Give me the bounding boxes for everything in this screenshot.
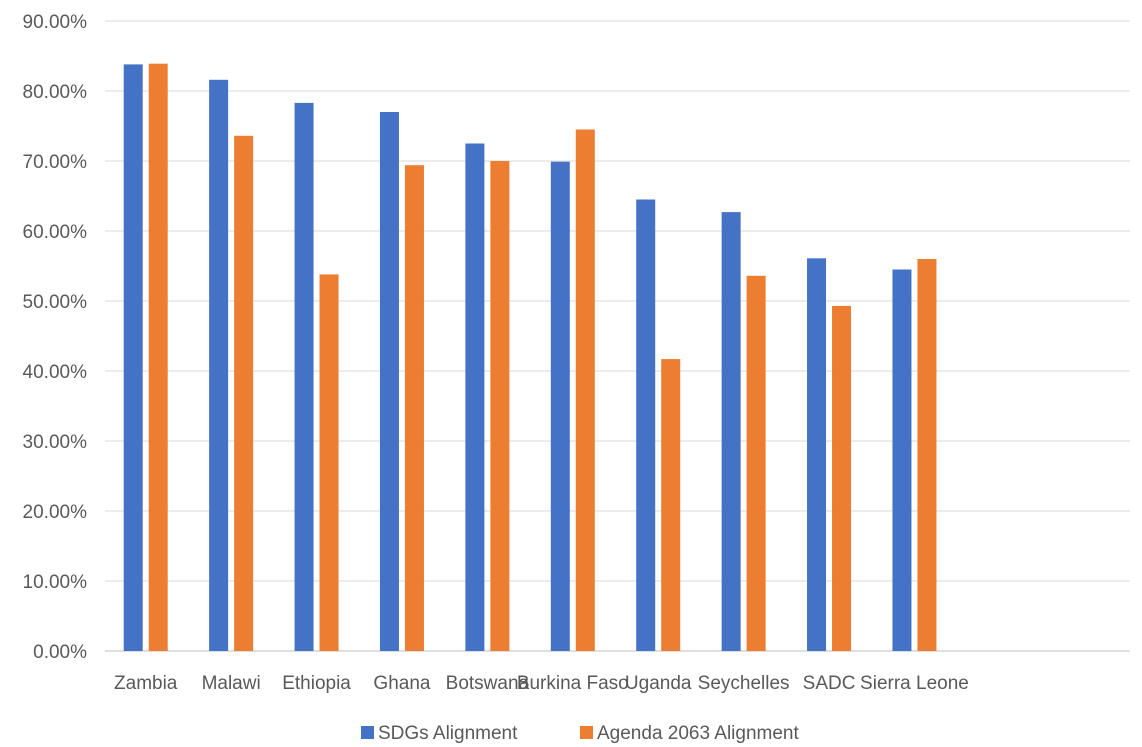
x-category-label: Ethiopia bbox=[282, 673, 351, 694]
bar-sdgs-1 bbox=[209, 79, 229, 652]
bar-sdgs-3 bbox=[379, 112, 399, 651]
y-tick-label: 70.00% bbox=[23, 152, 88, 173]
x-category-label: Ghana bbox=[373, 673, 430, 694]
bar-agenda-2063-6 bbox=[661, 359, 681, 651]
bar-agenda-2063-4 bbox=[490, 161, 510, 651]
legend: SDGs Alignment Agenda 2063 Alignment bbox=[361, 723, 799, 744]
bar-agenda-2063-3 bbox=[404, 165, 424, 651]
x-category-label: Burkina Faso bbox=[517, 673, 629, 694]
bar-agenda-2063-2 bbox=[319, 274, 339, 651]
bar-agenda-2063-0 bbox=[148, 63, 168, 651]
x-category-label: Uganda bbox=[625, 673, 692, 694]
legend-label: SDGs Alignment bbox=[378, 723, 518, 744]
y-tick-label: 0.00% bbox=[33, 642, 87, 663]
y-tick-label: 60.00% bbox=[23, 222, 88, 243]
y-tick-label: 40.00% bbox=[23, 362, 88, 383]
y-tick-label: 10.00% bbox=[23, 572, 88, 593]
gridlines bbox=[105, 20, 1130, 652]
bar-agenda-2063-5 bbox=[575, 129, 595, 651]
x-category-label: Malawi bbox=[202, 673, 261, 694]
y-tick-label: 80.00% bbox=[23, 82, 88, 103]
legend-label: Agenda 2063 Alignment bbox=[597, 723, 799, 744]
x-axis-category-labels: Zambia Malawi Ethiopia Ghana BotswanaBurkina… bbox=[114, 673, 969, 694]
bar-sdgs-0 bbox=[123, 64, 143, 651]
bar-sdgs-7 bbox=[721, 212, 741, 651]
bars bbox=[123, 63, 937, 652]
x-category-label: SADC bbox=[803, 673, 856, 694]
legend-swatch bbox=[580, 726, 593, 739]
x-category-label: Zambia bbox=[114, 673, 178, 694]
x-category-label: Sierra Leone bbox=[860, 673, 969, 694]
bar-sdgs-2 bbox=[294, 102, 314, 651]
x-category-label: Botswana bbox=[446, 673, 530, 694]
bar-sdgs-5 bbox=[550, 161, 570, 651]
bar-agenda-2063-9 bbox=[917, 259, 937, 651]
bar-sdgs-8 bbox=[807, 258, 827, 651]
y-tick-label: 90.00% bbox=[23, 12, 88, 33]
legend-swatch bbox=[361, 726, 374, 739]
bar-sdgs-9 bbox=[892, 269, 912, 651]
x-category-label: Seychelles bbox=[698, 673, 790, 694]
bar-agenda-2063-7 bbox=[746, 275, 766, 651]
y-tick-label: 50.00% bbox=[23, 292, 88, 313]
bar-agenda-2063-1 bbox=[234, 135, 254, 652]
bar-agenda-2063-8 bbox=[832, 305, 852, 651]
y-axis-tick-labels: 0.00% 10.00% 20.00% 30.00% 40.00% 50.00% 60.00… bbox=[23, 12, 88, 663]
y-tick-label: 30.00% bbox=[23, 432, 88, 453]
y-tick-label: 20.00% bbox=[23, 502, 88, 523]
bar-sdgs-4 bbox=[465, 143, 485, 651]
bar-sdgs-6 bbox=[636, 199, 656, 651]
